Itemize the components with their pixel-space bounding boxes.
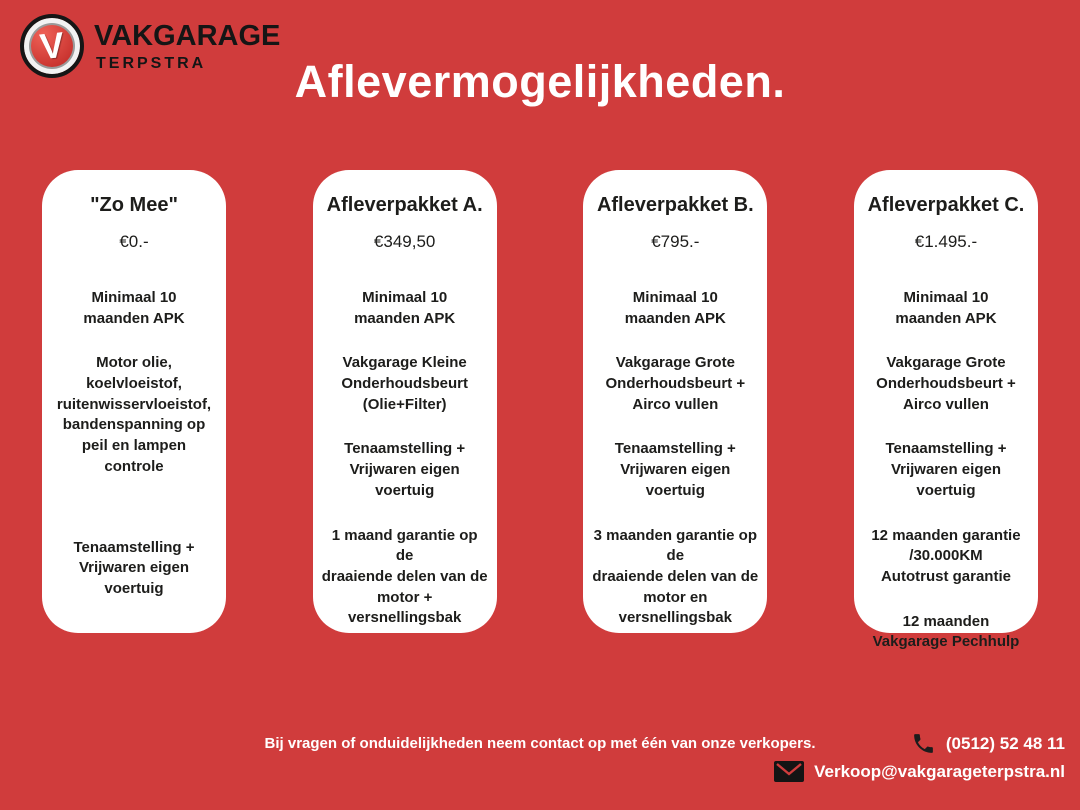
footer-note: Bij vragen of onduidelijkheden neem cont… [264,735,816,752]
card-body: Minimaal 10 maanden APK Vakgarage Kleine … [322,288,488,629]
card-item: Tenaamstelling + Vrijwaren eigen voertui… [344,440,466,499]
card-body: Minimaal 10 maanden APK Vakgarage Grote O… [592,288,758,629]
logo-text: VAKGARAGE TERPSTRA [94,14,280,73]
card-item: Vakgarage Grote Onderhoudsbeurt + Airco … [876,354,1016,413]
email-address[interactable]: Verkoop@vakgarageterpstra.nl [814,761,1065,781]
email-row[interactable]: Verkoop@vakgarageterpstra.nl [774,761,1065,782]
card-item: Vakgarage Kleine Onderhoudsbeurt (Olie+F… [341,354,468,413]
package-card: "Zo Mee" €0.- Minimaal 10 maanden APK Mot… [42,170,226,633]
card-title: Afleverpakket C. [867,194,1025,216]
packages-row: "Zo Mee" €0.- Minimaal 10 maanden APK Mot… [42,170,1038,650]
card-item: 12 maanden Vakgarage Pechhulp [872,612,1020,651]
logo-brand-name: VAKGARAGE [94,20,281,52]
card-price: €1.495.- [914,232,978,251]
card-price: €0.- [119,232,149,251]
card-item: Minimaal 10 maanden APK [83,289,185,327]
card-title: Afleverpakket B. [596,194,754,216]
phone-row[interactable]: (0512) 52 48 11 [911,731,1065,756]
card-item: 3 maanden garantie op de draaiende delen… [592,526,759,627]
card-item [51,502,217,514]
card-item: 12 maanden garantie /30.000KM Autotrust … [871,526,1021,585]
card-title: Afleverpakket A. [326,194,483,216]
card-item: 1 maand garantie op de draaiende delen v… [321,526,488,627]
package-card: Afleverpakket C. €1.495.- Minimaal 10 ma… [853,170,1038,650]
contact-block: (0512) 52 48 11 Verkoop@vakgarageterpstr… [774,731,1065,782]
card-item: Motor olie, koelvloeistof, ruitenwisserv… [56,354,212,475]
card-item: Minimaal 10 maanden APK [624,289,726,327]
card-price: €795.- [651,232,700,251]
package-card: Afleverpakket A. €349,50 Minimaal 10 maa… [312,170,497,633]
card-item: Tenaamstelling + Vrijwaren eigen voertui… [614,440,736,499]
vakgarage-logo: V VAKGARAGE TERPSTRA [20,14,280,78]
package-card: Afleverpakket B. €795.- Minimaal 10 maan… [583,170,768,633]
phone-icon [911,731,936,756]
card-title: "Zo Mee" [90,194,178,216]
card-body: Minimaal 10 maanden APK Vakgarage Grote O… [863,288,1029,653]
logo-sub-name: TERPSTRA [96,55,207,72]
card-item: Tenaamstelling + Vrijwaren eigen voertui… [885,440,1007,499]
card-body: Minimaal 10 maanden APK Motor olie, koelv… [51,288,217,600]
envelope-icon [774,761,805,782]
card-item: Tenaamstelling + Vrijwaren eigen voertui… [73,538,195,597]
phone-number[interactable]: (0512) 52 48 11 [945,733,1065,753]
card-item: Minimaal 10 maanden APK [354,289,456,327]
card-item: Minimaal 10 maanden APK [895,289,997,327]
page-title: Aflevermogelijkheden. [294,56,786,107]
card-item: Vakgarage Grote Onderhoudsbeurt + Airco … [605,354,746,413]
card-price: €349,50 [373,232,436,251]
vakgarage-v-badge-icon: V [20,14,84,78]
